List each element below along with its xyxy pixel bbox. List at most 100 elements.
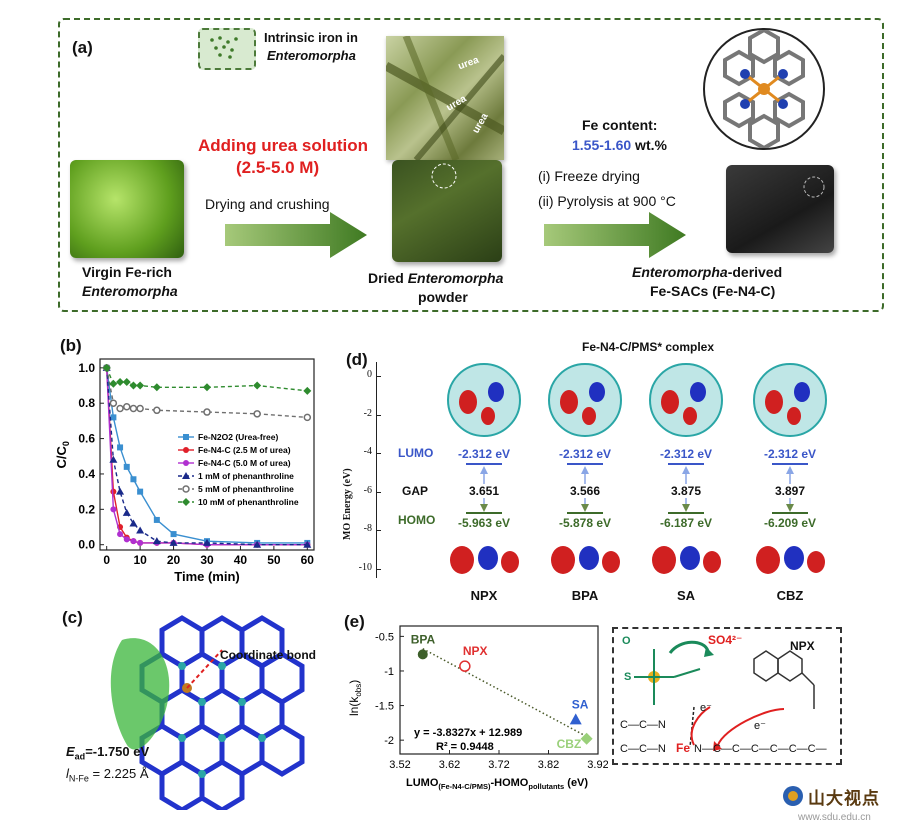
chart-b-ylabel-sub: 0 xyxy=(61,441,71,446)
chart-b-xtick-label: 20 xyxy=(167,553,181,567)
lumo-label: LUMO xyxy=(398,446,434,460)
chart-e-ytick-label: -0.5 xyxy=(375,631,394,643)
chart-b-point xyxy=(110,506,117,513)
panel-d-ytick-label: -6 xyxy=(363,484,372,496)
bond-length-sub: N-Fe xyxy=(68,773,89,784)
chart-b-point xyxy=(129,519,138,527)
dried-label-1: Dried Enteromorpha xyxy=(368,270,503,286)
chart-b-point xyxy=(303,386,312,395)
chart-b-point xyxy=(110,414,117,421)
panel-d-ytick xyxy=(376,568,381,570)
chart-b-legend-label: Fe-N4-C (2.5 M of urea) xyxy=(198,445,291,455)
mo-homo-structure-icon xyxy=(652,546,721,574)
ead-value: =-1.750 eV xyxy=(85,744,150,759)
panel-d-title: Fe-N4-C/PMS* complex xyxy=(582,340,715,354)
chart-b-point xyxy=(117,444,124,451)
chart-e-point-label: SA xyxy=(572,697,589,711)
fe-content-line: 1.55-1.60 wt.% xyxy=(572,137,667,153)
chart-b-legend-label: 1 mM of phenanthroline xyxy=(198,471,294,481)
fe-content-title: Fe content: xyxy=(582,117,658,133)
chain-right: N—C—C—C—C—C—C— xyxy=(694,743,827,755)
chart-e-point xyxy=(569,713,582,725)
chart-b-point xyxy=(137,488,144,495)
chart-b-ytick-label: 0.8 xyxy=(78,396,95,410)
step1-label: Drying and crushing xyxy=(205,196,330,212)
panel-d-yaxis xyxy=(376,362,377,578)
chart-e-ytick-label: -1.5 xyxy=(375,701,394,713)
dried-label-1b: Enteromorpha xyxy=(407,270,504,286)
chart-b-legend-marker xyxy=(182,472,190,479)
panel-a-frame xyxy=(58,18,884,312)
chart-b-point xyxy=(102,363,111,372)
chain-bottom: C—C—N xyxy=(620,743,666,755)
chart-b-point xyxy=(116,377,125,386)
mo-lumo-structure-icon xyxy=(649,363,723,437)
mo-homo-structure-icon xyxy=(551,546,620,574)
chart-b-ytick-label: 0.4 xyxy=(78,467,95,481)
chart-e-xtick-label: 3.62 xyxy=(439,759,460,771)
mo-molecule-name: BPA xyxy=(571,588,599,603)
dried-powder-photo xyxy=(392,160,502,262)
chart-b-xtick-label: 40 xyxy=(234,553,248,567)
coordinate-bond-label: Coordinate bond xyxy=(220,648,316,662)
chart-b-series-line xyxy=(105,367,308,419)
panel-a-label: (a) xyxy=(72,38,93,57)
derived-label-2: Fe-SACs (Fe-N4-C) xyxy=(650,283,776,299)
mo-lumo-structure-icon xyxy=(753,363,827,437)
panel-d-ytick-label: -4 xyxy=(363,446,372,457)
chart-b-legend-marker xyxy=(183,460,189,466)
chart-b-point xyxy=(123,536,130,543)
mo-lumo-structure-icon xyxy=(447,363,521,437)
chart-e: 3.52 3.62 3.72 3.82 3.92 -0.5 -1 -1.5 -2 BPA NPX SA… xyxy=(347,625,608,791)
chart-b-point xyxy=(203,408,211,416)
chart-b-legend-marker xyxy=(183,434,189,440)
mo-homo-level xyxy=(668,512,704,514)
chain-top: C—C—N xyxy=(620,719,666,731)
chart-e-xtick-label: 3.92 xyxy=(587,759,608,771)
mo-molecule-name: CBZ xyxy=(776,588,804,603)
mo-homo-structure-icon xyxy=(450,546,519,574)
mo-lumo-level xyxy=(567,463,603,465)
mechanism-scheme-box: O S SO4²⁻ NPX e⁻ e⁻ C—C—N C—C—N Fe N—C—C… xyxy=(612,627,842,765)
panel-d-ytick xyxy=(376,530,381,531)
chart-b-point xyxy=(203,383,211,392)
chart-b-point xyxy=(153,516,160,523)
chart-b-point xyxy=(170,531,177,538)
chart-e-xtick-label: 3.72 xyxy=(488,759,509,771)
mo-lumo-value: -2.312 eV xyxy=(659,447,713,461)
watermark: 山大视点 www.sdu.edu.cn xyxy=(778,778,898,832)
mo-lumo-value: -2.312 eV xyxy=(763,447,817,461)
ead-symbol: E xyxy=(66,744,75,759)
chart-e-point xyxy=(580,732,593,745)
chart-b-point xyxy=(303,413,312,422)
chart-e-point xyxy=(417,649,428,660)
chart-e-ylabel-close: ) xyxy=(347,680,361,684)
panel-b-label: (b) xyxy=(60,336,82,355)
watermark-text: 山大视点 xyxy=(808,789,880,808)
chart-e-ytick-label: -2 xyxy=(384,735,394,747)
bond-length-label: lN-Fe = 2.225 Å xyxy=(66,766,149,784)
ead-sub: ad xyxy=(74,751,86,762)
derived-label-1b: -derived xyxy=(727,264,783,280)
virgin-label-1: Virgin Fe-rich xyxy=(82,264,172,280)
chart-b-point xyxy=(123,403,131,411)
chart-e-xtick-label: 3.82 xyxy=(538,759,559,771)
chart-b-point xyxy=(116,404,124,413)
chart-b-point xyxy=(136,404,144,413)
chart-b-point xyxy=(153,406,161,415)
panel-d-ytick-label: -8 xyxy=(363,523,372,534)
mo-lumo-value: -2.312 eV xyxy=(457,447,511,461)
chart-b-xlabel: Time (min) xyxy=(174,569,240,584)
chart-b-series-line xyxy=(105,367,308,546)
chart-b-point xyxy=(130,538,137,545)
mo-homo-level xyxy=(567,512,603,514)
chart-b-point xyxy=(152,383,161,392)
chart-b-point xyxy=(117,531,124,538)
chart-b-point xyxy=(137,539,144,546)
chart-e-equation: y = -3.8327x + 12.989 xyxy=(414,727,522,739)
chart-b-point xyxy=(130,476,137,483)
so4-label-s: S xyxy=(624,671,632,683)
arrow-1-icon xyxy=(225,212,367,258)
mo-lumo-level xyxy=(466,463,502,465)
chart-e-xlabel: LUMO(Fe-N4-C/PMS)-HOMOpollutants (eV) xyxy=(406,777,588,791)
